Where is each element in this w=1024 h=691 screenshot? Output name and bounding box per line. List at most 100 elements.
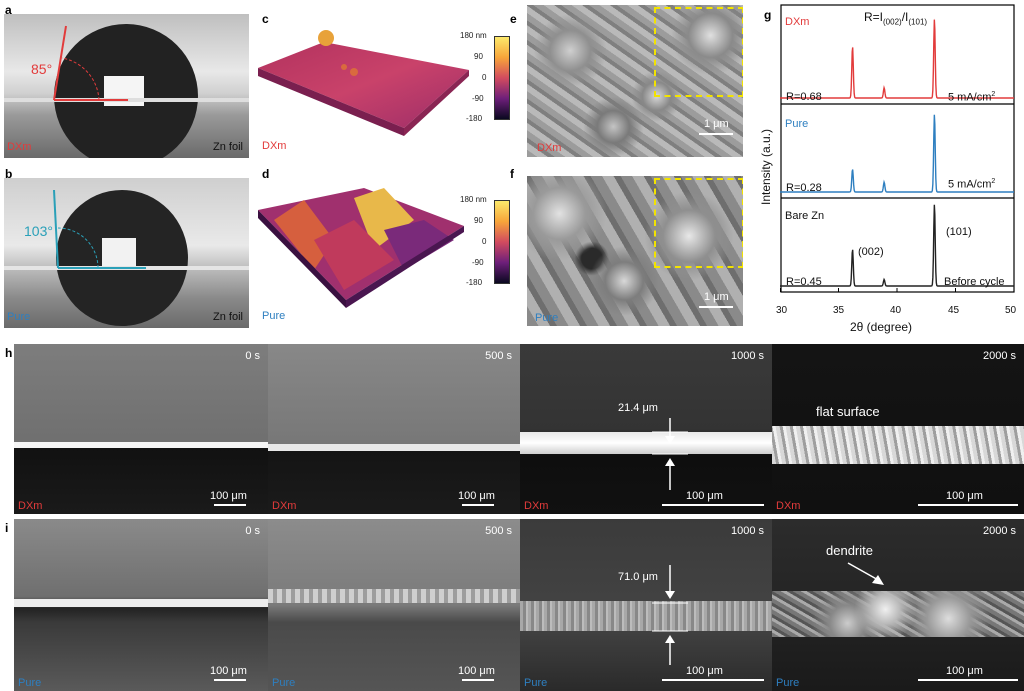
xrd-xtick-30: 30 [776, 305, 788, 316]
panel-label-a: a [5, 3, 12, 17]
scale-bar [462, 504, 494, 506]
annotation-flat-surface: flat surface [816, 404, 880, 419]
xrd-note-bare: Before cycle [944, 276, 1005, 288]
sample-label: Pure [18, 677, 42, 689]
scale-text: 100 μm [210, 490, 247, 502]
xrd-r-bare: R=0.45 [786, 276, 822, 288]
time-label: 1000 s [730, 525, 764, 537]
scale-bar [214, 504, 246, 506]
panel-label-d: d [262, 167, 270, 181]
panel-label-g: g [764, 8, 772, 22]
formula-mid: /I [901, 10, 909, 24]
thickness-arrows [652, 565, 688, 665]
xrd-xtick-40: 40 [890, 305, 902, 316]
xrd-frame [780, 4, 1015, 293]
colorbar-tick-neg90: -90 [472, 94, 484, 103]
droplet-drawing [4, 24, 249, 158]
time-label: 0 s [245, 525, 260, 537]
sem-scale-bar-f [699, 306, 733, 308]
scale-bar [918, 504, 1018, 506]
scale-bar [662, 504, 764, 506]
xrd-xtick-45: 45 [948, 305, 960, 316]
sample-label: DXm [272, 500, 297, 512]
insitu-pure-1000s: 1000 s 71.0 μm 100 μm Pure [520, 519, 772, 691]
xrd-series-line [780, 114, 1014, 193]
xrd-series-line [780, 19, 1014, 99]
annotation-dendrite: dendrite [826, 543, 873, 558]
thickness-arrows [652, 418, 688, 490]
sem-scale-bar-e [699, 133, 733, 135]
panel-label-h: h [5, 346, 13, 360]
afm-colorbar-c: 180 nm 90 0 -90 -180 [460, 31, 544, 123]
time-label: 500 s [485, 350, 512, 362]
colorbar-tick-0: 0 [482, 237, 487, 246]
colorbar-tick-neg180: -180 [466, 114, 483, 123]
scale-bar [214, 679, 246, 681]
xrd-trace-name-dxm: DXm [785, 16, 810, 28]
formula-sub1: (002) [883, 17, 902, 27]
xrd-trace-name-pure: Pure [785, 118, 809, 130]
scale-bar [918, 679, 1018, 681]
colorbar-tick-0: 0 [482, 73, 487, 82]
sample-label-b: Pure [7, 311, 31, 323]
time-label: 2000 s [982, 525, 1016, 537]
scale-text: 100 μm [458, 665, 495, 677]
formula-prefix: R=I [864, 10, 884, 24]
xrd-xtick-50: 50 [1005, 305, 1017, 316]
xrd-peak-label-002: (002) [858, 246, 884, 258]
formula-sub2: (101) [908, 17, 928, 27]
panel-label-c: c [262, 12, 269, 26]
dendrite-arrow [847, 562, 884, 585]
xrd-current-dxm: 5 mA/cm2 [948, 91, 996, 104]
sample-label-c: DXm [262, 140, 287, 152]
time-label: 2000 s [982, 350, 1016, 362]
contact-angle-photo-dxm: 85° DXm Zn foil [4, 14, 249, 158]
sample-label: Pure [524, 677, 548, 689]
colorbar-tick-neg90: -90 [472, 258, 484, 267]
insitu-pure-2000s: 2000 s dendrite 100 μm Pure [772, 519, 1024, 691]
contact-angle-value-a: 85° [31, 61, 53, 77]
panel-label-b: b [5, 167, 13, 181]
sample-label: DXm [18, 500, 43, 512]
colorbar-tick-180: 180 nm [460, 195, 487, 204]
thickness-measure: 21.4 μm [618, 402, 658, 414]
xrd-r-dxm: R=0.68 [786, 91, 822, 103]
sample-label-d: Pure [262, 310, 286, 322]
sem-scale-text-f: 1 μm [704, 291, 729, 303]
xrd-xlabel: 2θ (degree) [850, 320, 913, 334]
xrd-current-pure: 5 mA/cm2 [948, 178, 996, 191]
sample-label-f: Pure [535, 312, 559, 324]
xrd-series-line [780, 204, 1014, 287]
panel-label-e: e [510, 12, 517, 26]
xrd-peak-label-101: (101) [946, 226, 972, 238]
colorbar-tick-90: 90 [474, 216, 483, 225]
scale-text: 100 μm [946, 665, 983, 677]
droplet-drawing [4, 189, 249, 326]
xrd-ylabel: Intensity (a.u.) [759, 128, 773, 206]
xrd-r-pure: R=0.28 [786, 182, 822, 194]
insitu-dxm-1000s: 1000 s 21.4 μm 100 μm DXm [520, 344, 772, 514]
colorbar-tick-180: 180 nm [460, 31, 487, 40]
panel-label-f: f [510, 167, 514, 181]
scale-text: 100 μm [686, 665, 723, 677]
insitu-dxm-2000s: 2000 s flat surface 100 μm DXm [772, 344, 1024, 514]
sem-scale-text-e: 1 μm [704, 118, 729, 130]
afm-surface-pure [258, 188, 464, 308]
sample-label-e: DXm [537, 142, 562, 154]
xrd-trace-name-bare: Bare Zn [785, 210, 825, 222]
time-label: 0 s [245, 350, 260, 362]
sample-label-a: DXm [7, 141, 32, 153]
scale-text: 100 μm [210, 665, 247, 677]
zoom-inset-box [654, 7, 743, 97]
contact-angle-value-b: 103° [24, 223, 53, 239]
insitu-dxm-0s: 0 s 100 μm DXm [14, 344, 268, 514]
sem-image-dxm: 1 μm DXm [527, 5, 743, 157]
afm-surface-dxm [258, 30, 469, 136]
sample-label: Pure [272, 677, 296, 689]
xrd-plot [780, 4, 1015, 293]
insitu-pure-500s: 500 s 100 μm Pure [268, 519, 520, 691]
scale-bar [462, 679, 494, 681]
xrd-formula: R=I(002)/I(101) [864, 10, 927, 26]
scale-text: 100 μm [458, 490, 495, 502]
contact-angle-photo-pure: 103° Pure Zn foil [4, 178, 249, 328]
